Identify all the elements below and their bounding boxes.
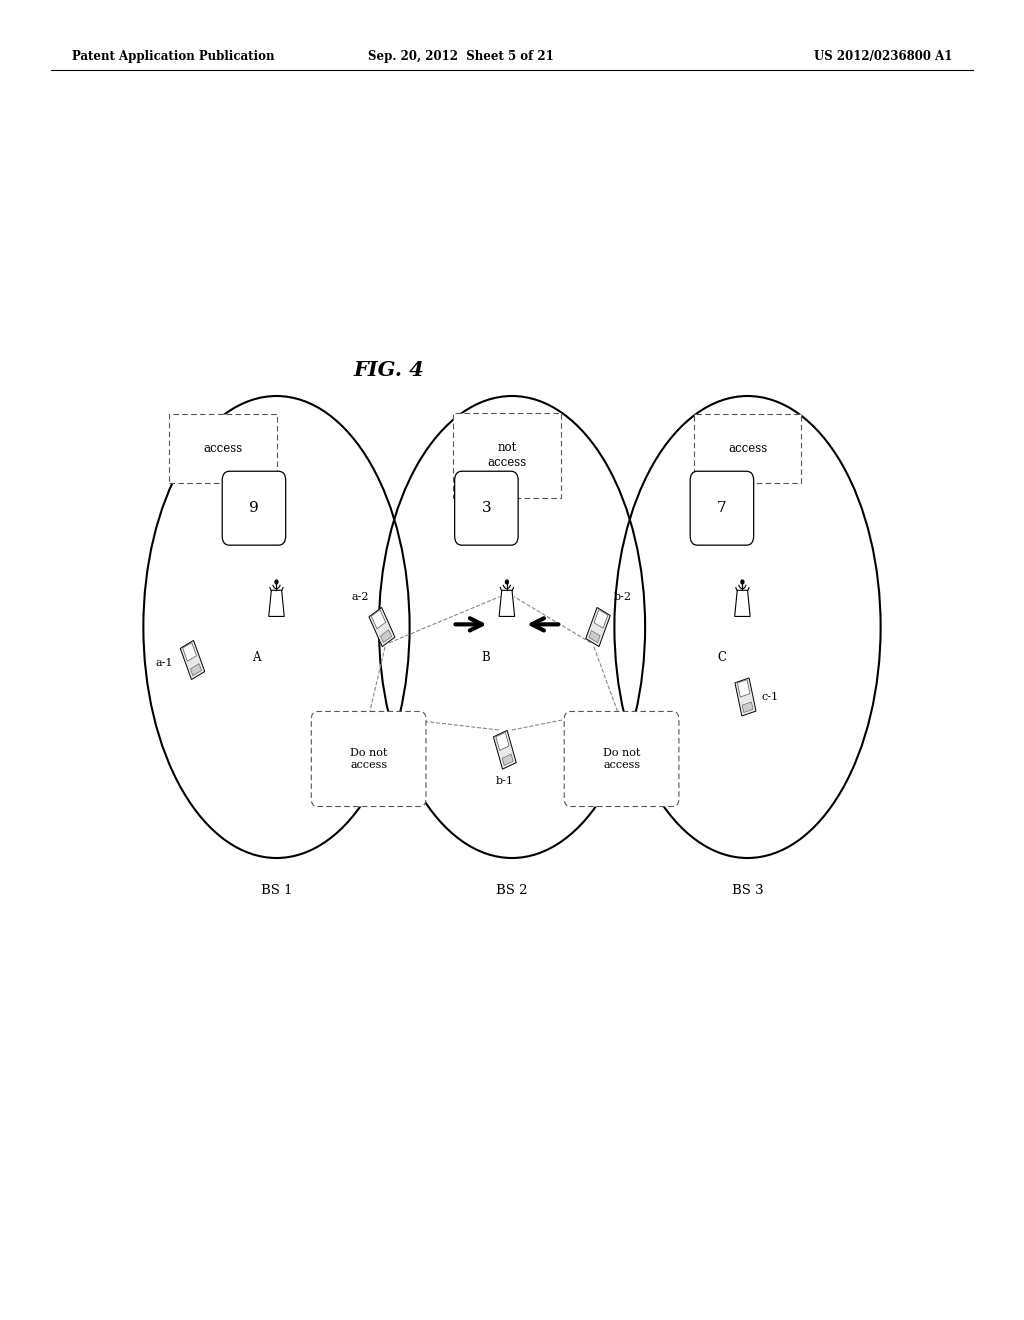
FancyBboxPatch shape — [170, 414, 276, 483]
Polygon shape — [499, 590, 515, 616]
Text: a-1: a-1 — [155, 657, 173, 668]
Text: B: B — [481, 651, 489, 664]
FancyBboxPatch shape — [453, 412, 561, 498]
Polygon shape — [381, 630, 391, 643]
Polygon shape — [589, 631, 600, 643]
Text: 9: 9 — [249, 502, 259, 515]
Text: b-1: b-1 — [496, 776, 514, 787]
FancyBboxPatch shape — [222, 471, 286, 545]
Circle shape — [275, 579, 278, 583]
Text: US 2012/0236800 A1: US 2012/0236800 A1 — [814, 50, 952, 63]
Polygon shape — [190, 664, 202, 676]
Polygon shape — [478, 536, 504, 541]
Polygon shape — [714, 536, 737, 541]
Text: BS 3: BS 3 — [732, 884, 763, 898]
FancyBboxPatch shape — [311, 711, 426, 807]
FancyBboxPatch shape — [455, 471, 518, 545]
Text: BS 1: BS 1 — [261, 884, 292, 898]
Text: not
access: not access — [487, 441, 526, 470]
Polygon shape — [502, 754, 513, 766]
Polygon shape — [496, 733, 509, 750]
Circle shape — [506, 579, 508, 583]
Polygon shape — [268, 590, 285, 616]
Text: access: access — [204, 442, 243, 455]
Circle shape — [741, 579, 743, 583]
Text: c-1: c-1 — [762, 692, 778, 702]
Polygon shape — [734, 590, 751, 616]
Polygon shape — [735, 678, 756, 715]
FancyBboxPatch shape — [690, 471, 754, 545]
Polygon shape — [246, 536, 271, 541]
Text: 7: 7 — [717, 502, 727, 515]
Text: b-2: b-2 — [613, 591, 632, 602]
FancyBboxPatch shape — [694, 414, 801, 483]
Polygon shape — [737, 680, 750, 697]
Text: BS 2: BS 2 — [497, 884, 527, 898]
Polygon shape — [182, 643, 197, 661]
FancyBboxPatch shape — [564, 711, 679, 807]
Polygon shape — [494, 730, 516, 770]
Polygon shape — [586, 607, 610, 647]
Text: a-2: a-2 — [351, 591, 370, 602]
Text: FIG. 4: FIG. 4 — [353, 359, 425, 380]
Polygon shape — [372, 610, 386, 628]
Polygon shape — [369, 607, 395, 647]
Text: C: C — [718, 651, 726, 664]
Text: 3: 3 — [481, 502, 492, 515]
Text: Sep. 20, 2012  Sheet 5 of 21: Sep. 20, 2012 Sheet 5 of 21 — [368, 50, 554, 63]
Text: A: A — [252, 651, 260, 664]
Polygon shape — [742, 702, 753, 713]
Text: Do not
access: Do not access — [603, 748, 640, 770]
Polygon shape — [180, 640, 205, 680]
Text: Patent Application Publication: Patent Application Publication — [72, 50, 274, 63]
Text: Do not
access: Do not access — [350, 748, 387, 770]
Polygon shape — [594, 610, 608, 628]
Text: access: access — [728, 442, 767, 455]
